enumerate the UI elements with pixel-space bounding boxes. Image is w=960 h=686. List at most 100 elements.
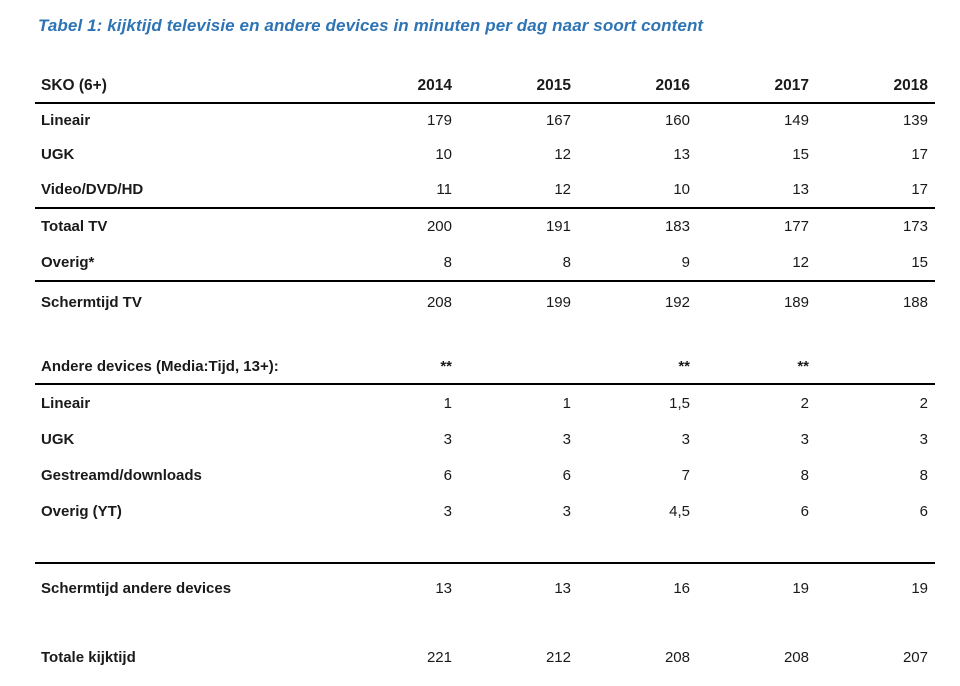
year-header: 2017 (697, 70, 816, 104)
table-row-totale-kijktijd: Totale kijktijd 221 212 208 208 207 (35, 633, 935, 682)
row-label: Totaal TV (41, 218, 108, 235)
header-label: SKO (6+) (35, 70, 340, 104)
cell-value: 179 (426, 112, 452, 129)
cell-value: 8 (800, 467, 809, 484)
cell-value: 160 (664, 112, 690, 129)
cell-value: 188 (902, 293, 928, 311)
cell-value (816, 349, 935, 385)
table-header-row: SKO (6+) 2014 2015 2016 2017 2018 (35, 70, 935, 104)
year-header: 2016 (578, 70, 697, 104)
cell-value: 208 (783, 649, 809, 666)
spacer-row (35, 612, 935, 633)
cell-value: 17 (911, 145, 928, 163)
cell-value: 2 (800, 395, 809, 412)
cell-value: 221 (426, 649, 452, 666)
cell-value: 15 (816, 244, 935, 282)
table-row-andere-devices-header: Andere devices (Media:Tijd, 13+): ** ** … (35, 349, 935, 385)
cell-value: 12 (459, 171, 578, 209)
cell-value: 177 (783, 218, 809, 235)
cell-value: 10 (435, 145, 452, 163)
spacer-row (35, 322, 935, 349)
cell-value: 3 (443, 503, 452, 520)
cell-value: 8 (919, 467, 928, 484)
table-row-overig-yt: Overig (YT) 3 3 4,5 6 6 (35, 494, 935, 529)
cell-value: 3 (919, 431, 928, 448)
row-label: Lineair (41, 112, 91, 129)
table-row-schermtijd-andere-devices: Schermtijd andere devices 13 13 16 19 19 (35, 563, 935, 612)
year-header: 2015 (459, 70, 578, 104)
cell-value: 17 (816, 171, 935, 209)
cell-value: 212 (545, 649, 571, 666)
cell-value: 11 (340, 171, 459, 209)
cell-value: 6 (562, 467, 571, 484)
cell-value: 189 (783, 293, 809, 311)
cell-value: 1 (562, 395, 571, 412)
cell-value: 9 (578, 244, 697, 282)
cell-value: 13 (435, 579, 452, 597)
cell-value: 173 (902, 218, 928, 235)
cell-value: 12 (697, 244, 816, 282)
cell-value (459, 349, 578, 385)
cell-value: 1 (443, 395, 452, 412)
table-row-gestreamd-downloads: Gestreamd/downloads 6 6 7 8 8 (35, 457, 935, 494)
cell-value: 8 (459, 244, 578, 282)
cell-value: 19 (792, 579, 809, 597)
row-label: Lineair (41, 395, 91, 412)
cell-value: 3 (681, 431, 690, 448)
cell-value: 15 (792, 145, 809, 163)
row-label: Overig* (35, 244, 340, 282)
cell-value: 3 (562, 503, 571, 520)
row-label: UGK (41, 431, 75, 448)
row-label: Video/DVD/HD (35, 171, 340, 209)
cell-value: 3 (562, 431, 571, 448)
row-label: Overig (YT) (41, 503, 122, 520)
cell-value: 6 (800, 503, 809, 520)
table-row-ugk-tv: UGK 10 12 13 15 17 (35, 137, 935, 171)
table-row-schermtijd-tv: Schermtijd TV 208 199 192 189 188 (35, 281, 935, 322)
cell-value: 199 (545, 293, 571, 311)
cell-value: 13 (673, 145, 690, 163)
year-header: 2014 (340, 70, 459, 104)
row-label: UGK (41, 145, 75, 163)
table-row-totaal-tv: Totaal TV 200 191 183 177 173 (35, 208, 935, 244)
table-row-lineair-tv: Lineair 179 167 160 149 139 (35, 103, 935, 137)
cell-value: 208 (426, 293, 452, 311)
row-label: Andere devices (Media:Tijd, 13+): (35, 349, 340, 385)
cell-value: 8 (340, 244, 459, 282)
cell-value: 13 (554, 579, 571, 597)
cell-value: 139 (902, 112, 928, 129)
cell-value: 6 (443, 467, 452, 484)
cell-value: 3 (443, 431, 452, 448)
cell-value: 19 (911, 579, 928, 597)
cell-value: 192 (664, 293, 690, 311)
row-label: Schermtijd TV (41, 293, 142, 311)
cell-value: 2 (919, 395, 928, 412)
cell-value: 16 (673, 579, 690, 597)
table-row-overig: Overig* 8 8 9 12 15 (35, 244, 935, 282)
cell-value: 1,5 (669, 395, 690, 412)
cell-value: 200 (426, 218, 452, 235)
cell-value: 191 (545, 218, 571, 235)
row-label: Gestreamd/downloads (41, 467, 202, 484)
cell-value: 7 (681, 467, 690, 484)
cell-value: 13 (697, 171, 816, 209)
cell-value: 10 (578, 171, 697, 209)
cell-value: 207 (902, 649, 928, 666)
cell-value: 6 (919, 503, 928, 520)
cell-value: 12 (554, 145, 571, 163)
table-title: Tabel 1: kijktijd televisie en andere de… (38, 16, 704, 35)
table-row-lineair-devices: Lineair 1 1 1,5 2 2 (35, 384, 935, 422)
cell-value: 3 (800, 431, 809, 448)
cell-value: ** (578, 349, 697, 385)
cell-value: ** (340, 349, 459, 385)
row-label: Schermtijd andere devices (41, 579, 232, 597)
row-label: Totale kijktijd (41, 649, 136, 666)
cell-value: 167 (545, 112, 571, 129)
table-row-video-dvd-hd: Video/DVD/HD 11 12 10 13 17 (35, 171, 935, 209)
cell-value: ** (697, 349, 816, 385)
year-header: 2018 (816, 70, 935, 104)
cell-value: 4,5 (669, 503, 690, 520)
cell-value: 183 (664, 218, 690, 235)
cell-value: 208 (664, 649, 690, 666)
